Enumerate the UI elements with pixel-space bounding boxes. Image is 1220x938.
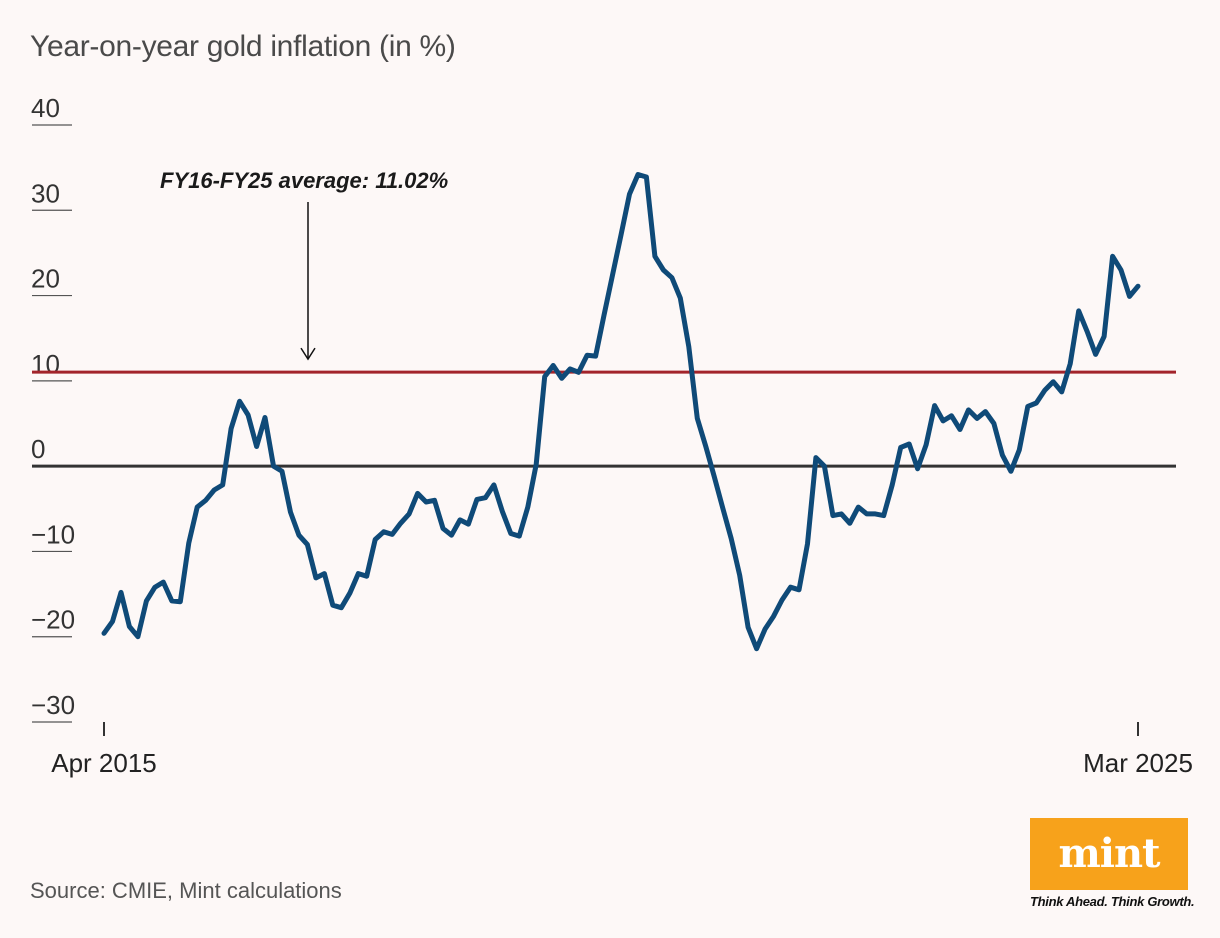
source-note: Source: CMIE, Mint calculations [30, 878, 342, 903]
y-tick-label: 10 [31, 349, 60, 379]
series-line [101, 172, 1141, 652]
y-tick-label: −10 [31, 519, 75, 549]
x-label-start: Apr 2015 [51, 748, 157, 778]
average-arrow-head [300, 347, 316, 361]
y-tick-label: 30 [31, 178, 60, 208]
brand-tagline: Think Ahead. Think Growth. [1030, 894, 1195, 909]
chart-title: Year-on-year gold inflation (in %) [30, 30, 456, 63]
y-tick-label: 20 [31, 264, 60, 294]
mint-logo-text: mint [1058, 830, 1160, 877]
average-label: FY16-FY25 average: 11.02% [160, 168, 448, 193]
mint-logo: mint [1030, 818, 1188, 890]
x-axis: Apr 2015 Mar 2025 [51, 722, 1193, 778]
series-group [101, 172, 1141, 652]
y-tick-label: 40 [31, 93, 60, 123]
average-annotation-group: FY16-FY25 average: 11.02% [160, 168, 448, 361]
x-label-end: Mar 2025 [1083, 748, 1193, 778]
y-tick-label: 0 [31, 434, 45, 464]
y-tick-label: −20 [31, 605, 75, 635]
y-axis: 40 30 20 10 0 −10 −20 −30 [31, 93, 75, 723]
reference-lines [32, 370, 1176, 468]
y-tick-label: −30 [31, 690, 75, 720]
